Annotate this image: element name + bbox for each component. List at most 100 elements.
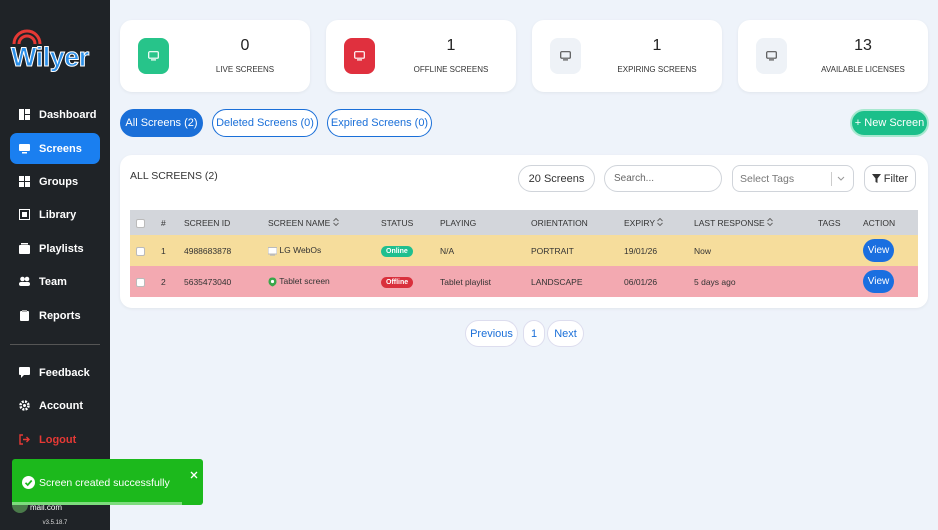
cell: View [857,266,918,297]
nav-item[interactable]: Library [10,199,100,230]
stat-icon [756,38,787,74]
search-placeholder: Search... [614,173,655,184]
stat-card: 1 EXPIRING SCREENS [532,20,722,92]
cell: Now [688,235,812,266]
cell [130,266,155,297]
cell: Tablet playlist [434,266,525,297]
stat-label: EXPIRING SCREENS [617,65,697,74]
header-cell [130,210,155,235]
nav-item[interactable]: Dashboard [10,99,100,130]
row-checkbox[interactable] [136,277,145,287]
nav-label: Library [39,208,77,221]
nav-item[interactable]: Logout [10,424,100,455]
stat-card: 1 OFFLINE SCREENS [326,20,516,92]
view-button[interactable]: View [863,270,894,293]
header-label: LAST RESPONSE [694,217,765,228]
sort-icon [332,217,339,226]
cell: Online [375,235,434,266]
filter-label: Filter [883,172,909,185]
nav-item[interactable]: Feedback [10,357,100,388]
nav-item[interactable]: Groups [10,166,100,197]
page-size[interactable]: 20 Screens [518,165,595,192]
user-email: mail.com [30,503,63,512]
cell: PORTRAIT [525,235,618,266]
sort-icon [767,217,773,226]
view-button[interactable]: View [863,239,894,262]
tab[interactable]: All Screens (2) [120,109,203,137]
table-row: 2 5635473040 Tablet screen Offline Table… [130,266,918,297]
toast: Screen created successfully [12,459,203,505]
new-screen-button[interactable]: + New Screen [850,109,929,137]
search-input[interactable]: Search... [604,165,722,192]
screens-table: # SCREEN ID SCREEN NAME STATUS PLAYING O… [130,210,918,297]
cell: Offline [375,266,434,297]
row-checkbox[interactable] [136,246,145,256]
header-label: EXPIRY [624,217,655,228]
nav-label: Team [39,275,67,288]
header-cell[interactable]: LAST RESPONSE [688,210,812,235]
tab[interactable]: Expired Screens (0) [327,109,432,137]
header-cell[interactable]: EXPIRY [618,210,688,235]
cell: 4988683878 [178,235,262,266]
screen-name: Tablet screen [279,276,330,287]
stat-icon [550,38,581,74]
toast-close[interactable] [190,471,198,479]
device-icon [268,277,277,287]
logo[interactable]: Wilyer [11,42,90,73]
device-icon [267,246,278,256]
cell: 5 days ago [688,266,812,297]
header-cell: PLAYING [434,210,525,235]
tags-select[interactable]: Select Tags [732,165,854,192]
header-cell: SCREEN ID [178,210,262,235]
filter-button[interactable]: Filter [864,165,916,192]
header-cell: STATUS [375,210,434,235]
stat-icon [138,38,169,74]
stat-label: OFFLINE SCREENS [413,65,489,74]
status-badge: Online [381,245,413,257]
nav-label: Groups [39,175,79,188]
pagination-previous[interactable]: Previous [465,320,518,347]
stat-value: 1 [446,37,456,54]
pagination-page[interactable]: 1 [523,320,545,347]
pagination-next[interactable]: Next [547,320,584,347]
separator [10,344,100,345]
stat-value: 13 [854,37,872,54]
nav-item[interactable]: Screens [10,133,100,164]
status-badge: Offline [381,276,414,288]
nav-label: Feedback [39,366,90,379]
cell: 1 [155,235,178,266]
stat-value: 0 [240,37,250,54]
cell: LG WebOs [262,235,375,266]
cell: 2 [155,266,178,297]
panel-title: ALL SCREENS (2) [130,170,218,182]
header-label: SCREEN NAME [268,217,331,228]
stat-card: 0 LIVE SCREENS [120,20,310,92]
stat-label: LIVE SCREENS [215,65,275,74]
stat-value: 1 [652,37,662,54]
sidebar: Wilyer Dashboard Screens Groups Library … [0,0,110,530]
header-cell: ORIENTATION [525,210,618,235]
header-cell[interactable]: SCREEN NAME [262,210,375,235]
select-all-checkbox[interactable] [136,218,145,228]
nav-item[interactable]: Playlists [10,233,100,264]
header-cell: # [155,210,178,235]
nav-label: Logout [39,433,77,446]
cell [812,235,857,266]
toast-icon [22,476,35,489]
tags-placeholder: Select Tags [740,172,795,185]
nav-label: Playlists [39,242,84,255]
tab[interactable]: Deleted Screens (0) [212,109,318,137]
stat-label: AVAILABLE LICENSES [821,65,905,74]
cell: 5635473040 [178,266,262,297]
cell [812,266,857,297]
screen-name: LG WebOs [279,245,322,256]
nav-item[interactable]: Account [10,390,100,421]
toast-message: Screen created successfully [39,477,170,489]
cell: LANDSCAPE [525,266,618,297]
nav-item[interactable]: Team [10,266,100,297]
nav-item[interactable]: Reports [10,300,100,331]
table-row: 1 4988683878 LG WebOs Online N/A PORTRAI… [130,235,918,266]
stat-icon [344,38,375,74]
header-cell: TAGS [812,210,857,235]
